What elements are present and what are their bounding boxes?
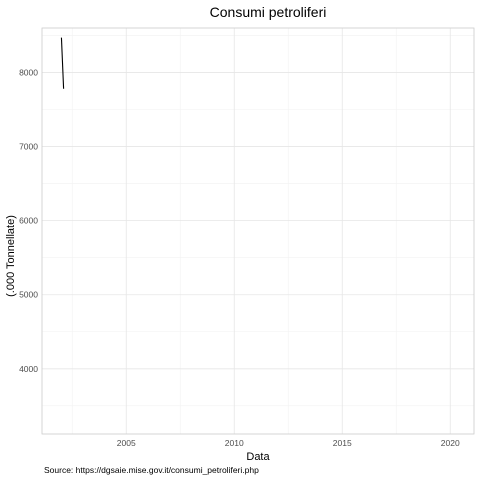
major-gridlines	[42, 28, 474, 434]
x-tick-label: 2015	[333, 438, 352, 448]
y-tick-label: 5000	[19, 290, 38, 300]
x-tick-label: 2020	[441, 438, 460, 448]
y-axis: 4000 5000 6000 7000 8000	[19, 67, 38, 373]
y-tick-label: 6000	[19, 216, 38, 226]
y-tick-label: 7000	[19, 142, 38, 152]
x-axis-label: Data	[246, 451, 270, 463]
y-tick-label: 8000	[19, 67, 38, 77]
x-axis: 2005 2010 2015 2020	[117, 438, 460, 448]
chart-title: Consumi petroliferi	[210, 4, 327, 20]
series-layer	[60, 37, 65, 89]
y-tick-label: 4000	[19, 364, 38, 374]
source-caption: Source: https://dgsaie.mise.gov.it/consu…	[44, 465, 259, 475]
plot-frame	[41, 27, 475, 435]
series-line	[60, 37, 65, 89]
minor-gridlines	[42, 28, 474, 434]
x-tick-label: 2010	[225, 438, 244, 448]
x-tick-label: 2005	[117, 438, 136, 448]
plot-panel	[41, 27, 475, 435]
y-axis-label: (.000 Tonnellate)	[5, 215, 17, 297]
